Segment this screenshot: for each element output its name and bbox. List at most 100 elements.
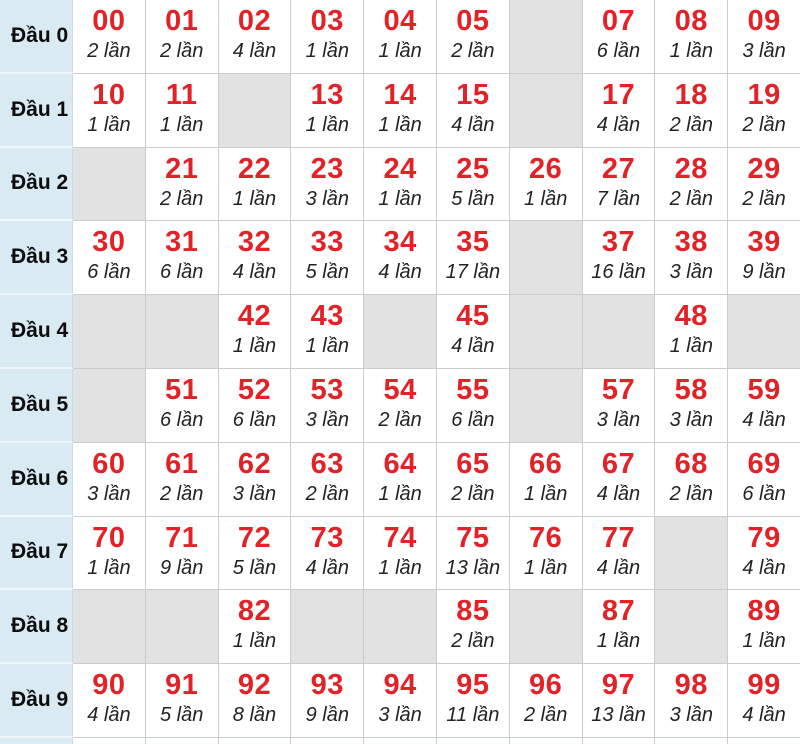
cell-count: 1 lần xyxy=(305,113,349,136)
cell-count: 6 lần xyxy=(232,408,277,431)
cell-number: 38 xyxy=(674,226,708,259)
cell-count: 3 lần xyxy=(596,408,641,431)
cell-number: 72 xyxy=(237,521,272,554)
number-cell-02: 02 4 lần xyxy=(218,0,292,74)
empty-cell xyxy=(291,590,365,665)
cell-number: 69 xyxy=(747,447,781,480)
cell-count: 5 lần xyxy=(305,261,349,284)
number-cell-72: 72 5 lần xyxy=(218,516,292,591)
cell-count: 2 lần xyxy=(451,630,495,653)
cell-count: 7 lần xyxy=(596,187,641,210)
cell-count: 1 lần xyxy=(378,482,422,505)
cell-number: 39 xyxy=(747,226,781,259)
cell-number: 92 xyxy=(237,669,272,702)
number-cell-01: 01 2 lần xyxy=(145,0,219,74)
empty-cell xyxy=(364,590,437,665)
cell-number: 65 xyxy=(456,447,490,480)
row-label: Đầu 3 xyxy=(0,221,73,296)
number-cell-13: 13 1 lần xyxy=(291,73,365,148)
number-cell-00: 00 2 lần xyxy=(73,0,146,74)
number-cell-68: 68 2 lần xyxy=(655,442,729,517)
cell-number: 57 xyxy=(601,373,636,406)
number-cell-73: 73 4 lần xyxy=(291,516,365,591)
empty-cell xyxy=(73,147,146,222)
cell-count: 9 lần xyxy=(742,261,786,284)
cell-number: 53 xyxy=(310,373,344,406)
empty-cell xyxy=(509,368,583,443)
cell-number: 74 xyxy=(383,521,417,554)
empty-cell xyxy=(509,590,583,665)
cell-number: 98 xyxy=(674,669,708,702)
cell-number: 70 xyxy=(92,521,126,554)
cell-count: 1 lần xyxy=(160,113,204,136)
cell-count: 2 lần xyxy=(87,40,131,62)
cell-number: 01 xyxy=(165,5,199,37)
cell-number: 52 xyxy=(237,373,272,406)
cell-number: 94 xyxy=(383,669,417,702)
cell-count: 6 lần xyxy=(87,261,131,284)
cell-number: 75 xyxy=(456,521,490,554)
cell-count: 1 lần xyxy=(523,187,568,210)
cell-number: 43 xyxy=(310,300,344,333)
number-cell-94: 94 3 lần xyxy=(364,664,437,738)
cell-count: 4 lần xyxy=(596,113,641,136)
number-cell-55: 55 6 lần xyxy=(436,368,510,443)
number-cell-66: 66 1 lần xyxy=(509,442,583,517)
cell-count: 2 lần xyxy=(160,482,204,505)
cell-count: 16 lần xyxy=(591,261,646,284)
number-cell-48: 48 1 lần xyxy=(655,295,729,369)
next-row-cell xyxy=(145,737,219,744)
cell-count: 4 lần xyxy=(742,556,786,579)
cell-count: 2 lần xyxy=(669,113,713,136)
cell-count: 4 lần xyxy=(596,556,641,579)
cell-count: 6 lần xyxy=(160,408,204,431)
empty-cell xyxy=(728,295,800,369)
cell-number: 61 xyxy=(165,447,199,480)
number-cell-54: 54 2 lần xyxy=(364,368,437,443)
number-cell-59: 59 4 lần xyxy=(728,368,800,443)
row-label: Đầu 5 xyxy=(0,368,73,443)
cell-number: 19 xyxy=(747,78,781,111)
number-cell-77: 77 4 lần xyxy=(582,516,656,591)
cell-number: 09 xyxy=(747,5,781,37)
cell-number: 62 xyxy=(237,447,272,480)
number-cell-14: 14 1 lần xyxy=(364,73,437,148)
cell-count: 4 lần xyxy=(742,704,786,727)
table-row: Đầu 2 21 2 lần 22 1 lần 23 3 lần 24 1 lần 25 5 lần… xyxy=(0,147,800,222)
cell-number: 66 xyxy=(529,447,563,480)
number-cell-23: 23 3 lần xyxy=(291,147,365,222)
cell-number: 60 xyxy=(92,447,126,480)
cell-count: 1 lần xyxy=(305,335,349,358)
cell-count: 1 lần xyxy=(232,630,277,653)
cell-number: 90 xyxy=(92,669,126,702)
number-cell-93: 93 9 lần xyxy=(291,664,365,738)
cell-number: 18 xyxy=(674,78,708,111)
cell-number: 25 xyxy=(456,152,490,185)
cell-number: 95 xyxy=(456,669,490,702)
cell-count: 3 lần xyxy=(669,704,713,727)
cell-number: 99 xyxy=(747,669,781,702)
empty-cell xyxy=(509,73,583,148)
number-cell-35: 35 17 lần xyxy=(436,221,510,296)
cell-count: 2 lần xyxy=(160,40,204,62)
number-cell-79: 79 4 lần xyxy=(728,516,800,591)
cell-number: 79 xyxy=(747,521,781,554)
cell-number: 87 xyxy=(601,595,636,628)
number-cell-62: 62 3 lần xyxy=(218,442,292,517)
empty-cell xyxy=(655,516,729,591)
number-cell-85: 85 2 lần xyxy=(436,590,510,665)
cell-count: 4 lần xyxy=(87,704,131,727)
next-row-cell xyxy=(291,737,365,744)
cell-count: 1 lần xyxy=(669,335,713,358)
cell-count: 6 lần xyxy=(451,408,495,431)
cell-count: 2 lần xyxy=(669,482,713,505)
number-cell-97: 97 13 lần xyxy=(582,664,656,738)
cell-number: 58 xyxy=(674,373,708,406)
cell-count: 4 lần xyxy=(596,482,641,505)
cell-number: 76 xyxy=(529,521,563,554)
empty-cell xyxy=(218,73,292,148)
cell-number: 96 xyxy=(529,669,563,702)
number-cell-24: 24 1 lần xyxy=(364,147,437,222)
number-cell-67: 67 4 lần xyxy=(582,442,656,517)
